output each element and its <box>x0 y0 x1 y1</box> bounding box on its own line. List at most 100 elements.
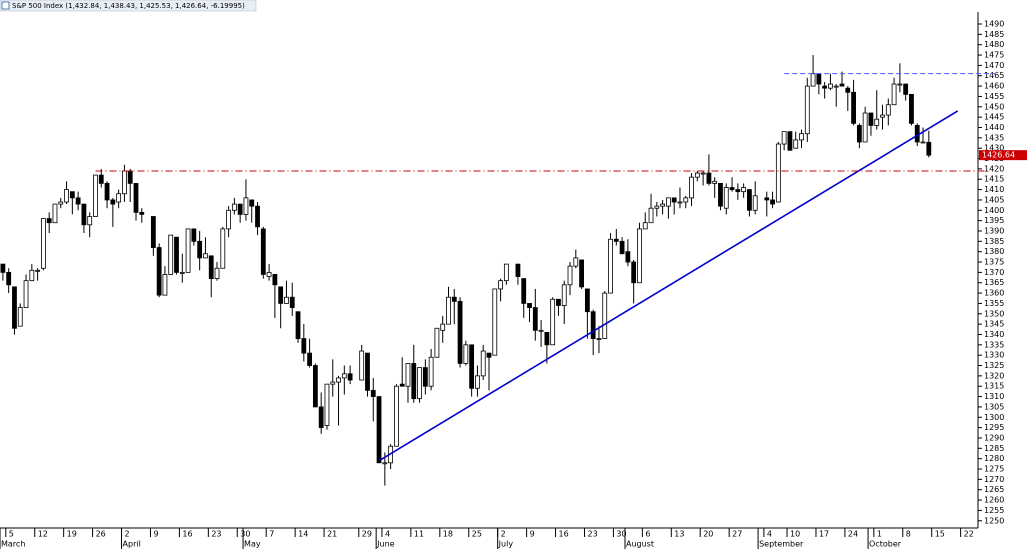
candle-body <box>839 83 845 87</box>
candle-body <box>851 91 856 124</box>
y-tick-label: 1295 <box>984 423 1004 432</box>
candle-body <box>168 234 174 275</box>
x-tick-label: 23 <box>587 530 597 539</box>
candle-body <box>828 83 833 89</box>
candle-body <box>856 125 862 143</box>
candle-body <box>463 344 469 364</box>
candle-body <box>538 329 544 332</box>
candle-body <box>833 85 839 88</box>
candle-body <box>237 203 243 215</box>
y-tick-label: 1455 <box>984 92 1004 101</box>
y-tick-label: 1440 <box>984 123 1004 132</box>
y-tick-label: 1480 <box>984 40 1004 49</box>
candle-body <box>469 344 475 389</box>
candle-body <box>133 182 139 213</box>
x-tick-label: 30 <box>616 530 626 539</box>
y-tick-label: 1255 <box>984 506 1004 515</box>
candle-body <box>862 112 868 143</box>
x-tick-label: 21 <box>327 530 337 539</box>
candle-body <box>0 263 6 273</box>
candle-body <box>365 352 370 391</box>
candle-body <box>411 363 417 400</box>
x-tick-label: 20 <box>703 530 713 539</box>
candle-body <box>127 170 133 184</box>
candle-body <box>613 238 619 242</box>
candle-body <box>446 296 451 325</box>
y-tick-label: 1290 <box>984 433 1004 442</box>
candle-body <box>382 462 388 465</box>
candle-body <box>671 197 677 203</box>
candle-body <box>260 228 266 275</box>
candle-body <box>6 271 12 286</box>
month-label: August <box>626 540 654 549</box>
candle-body <box>880 114 885 118</box>
candle-body <box>619 240 625 255</box>
candle-body <box>284 296 289 304</box>
y-tick-label: 1395 <box>984 216 1004 225</box>
candle-body <box>891 83 897 106</box>
y-tick-label: 1375 <box>984 258 1004 267</box>
y-tick-label: 1335 <box>984 340 1004 349</box>
candle-body <box>845 87 851 93</box>
candle-body <box>920 141 926 144</box>
candle-body <box>706 172 712 184</box>
candle-body <box>307 352 313 366</box>
y-tick-label: 1475 <box>984 51 1004 60</box>
y-tick-label: 1285 <box>984 444 1004 453</box>
y-tick-label: 1300 <box>984 413 1004 422</box>
y-tick-label: 1305 <box>984 402 1004 411</box>
candle-body <box>278 286 284 304</box>
candle-body <box>608 238 613 294</box>
candle-body <box>417 367 422 400</box>
candle-body <box>231 203 237 211</box>
candle-body <box>631 261 637 284</box>
candle-body <box>23 280 29 308</box>
candle-body <box>683 197 689 203</box>
candle-body <box>521 278 527 304</box>
candle-body <box>312 365 318 408</box>
candle-body <box>116 193 122 203</box>
x-tick-label: 23 <box>211 530 221 539</box>
y-tick-label: 1365 <box>984 278 1004 287</box>
y-tick-label: 1415 <box>984 175 1004 184</box>
candle-body <box>799 133 804 141</box>
candle-body <box>885 104 891 116</box>
y-tick-label: 1380 <box>984 247 1004 256</box>
candle-body <box>793 139 799 149</box>
candle-body <box>648 207 654 224</box>
candle-body <box>770 199 775 205</box>
y-tick-label: 1360 <box>984 289 1004 298</box>
candle-body <box>816 73 822 85</box>
month-label: May <box>244 540 261 549</box>
candle-body <box>214 267 220 279</box>
month-label: July <box>498 540 514 549</box>
y-tick-label: 1385 <box>984 237 1004 246</box>
candle-body <box>376 396 382 464</box>
title-bar <box>0 0 257 12</box>
candle-body <box>903 83 909 95</box>
candle-body <box>301 338 307 354</box>
candle-body <box>93 174 98 217</box>
y-tick-label: 1355 <box>984 299 1004 308</box>
candle-body <box>810 73 816 87</box>
candle-body <box>527 303 532 308</box>
x-tick-label: 17 <box>819 530 829 539</box>
x-tick-label: 2 <box>125 530 130 539</box>
candle-body <box>17 307 23 327</box>
candle-body <box>243 197 249 215</box>
x-tick-label: 24 <box>848 530 858 539</box>
x-tick-label: 19 <box>67 530 77 539</box>
y-tick-label: 1315 <box>984 382 1004 391</box>
candle-body <box>289 296 295 308</box>
candle-body <box>179 271 185 274</box>
candle-body <box>787 131 793 151</box>
candle-body <box>341 373 347 379</box>
y-tick-label: 1390 <box>984 226 1004 235</box>
x-tick-label: 9 <box>153 530 158 539</box>
month-label: October <box>869 540 902 549</box>
candle-body <box>480 350 486 377</box>
month-label: June <box>376 540 395 549</box>
candle-body <box>822 85 828 89</box>
candle-body <box>874 118 880 126</box>
